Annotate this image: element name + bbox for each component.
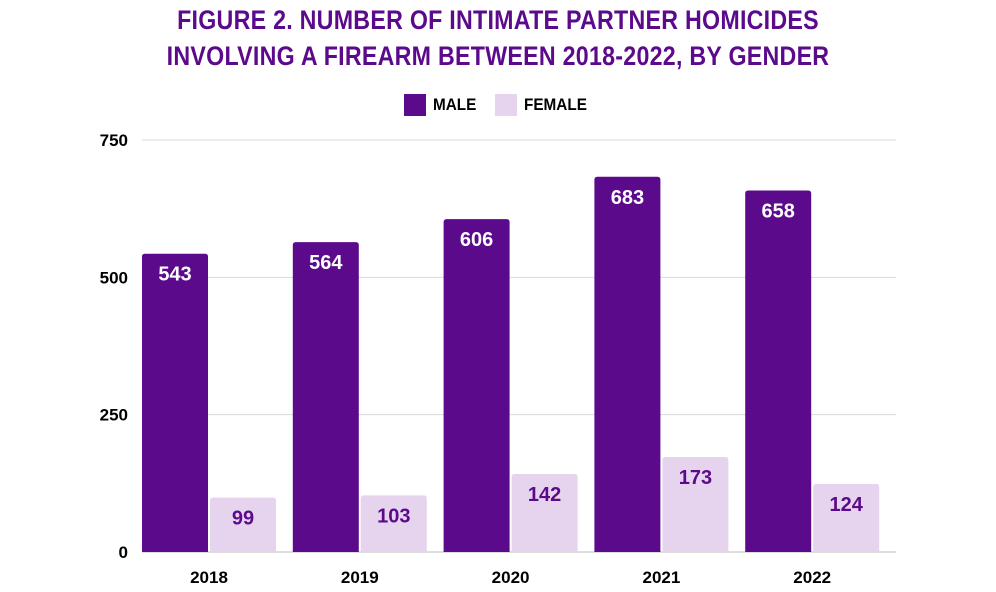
bar-female-2019 bbox=[360, 495, 427, 552]
bar-male-2021 bbox=[594, 176, 661, 552]
legend-swatch-male bbox=[404, 94, 426, 116]
data-label-female-2022: 124 bbox=[830, 494, 864, 516]
y-tick-label-750: 750 bbox=[100, 131, 128, 150]
data-label-male-2018: 543 bbox=[158, 264, 191, 286]
bar-male-2022 bbox=[745, 190, 812, 552]
legend-item-female: FEMALE bbox=[495, 92, 594, 118]
legend-label-male: MALE bbox=[433, 95, 477, 114]
bar-female-2018 bbox=[210, 497, 276, 552]
bar-male-2020 bbox=[443, 219, 510, 552]
data-label-male-2022: 658 bbox=[762, 201, 795, 223]
legend-label-female: FEMALE bbox=[524, 95, 587, 114]
legend-item-male: MALE bbox=[404, 92, 481, 118]
x-tick-label-2018: 2018 bbox=[190, 568, 228, 587]
bar-male-2018 bbox=[142, 253, 208, 552]
bar-male-2019 bbox=[292, 242, 359, 552]
chart-title-line-1: FIGURE 2. NUMBER OF INTIMATE PARTNER HOM… bbox=[177, 5, 819, 35]
chart-title-line-2: INVOLVING A FIREARM BETWEEN 2018-2022, B… bbox=[166, 41, 830, 71]
y-tick-label-0: 0 bbox=[119, 543, 128, 562]
data-label-male-2021: 683 bbox=[611, 187, 644, 209]
y-tick-label-500: 500 bbox=[100, 268, 128, 287]
x-tick-label-2020: 2020 bbox=[492, 568, 530, 587]
legend-swatch-female bbox=[495, 94, 517, 116]
legend: MALE FEMALE bbox=[0, 92, 996, 118]
y-tick-label-250: 250 bbox=[100, 406, 128, 425]
data-label-male-2019: 564 bbox=[309, 252, 343, 274]
data-label-female-2020: 142 bbox=[528, 484, 561, 506]
bar-female-2020 bbox=[511, 473, 578, 552]
bar-female-2022 bbox=[813, 483, 880, 552]
data-label-male-2020: 606 bbox=[460, 229, 493, 251]
x-tick-label-2021: 2021 bbox=[642, 568, 680, 587]
data-label-female-2019: 103 bbox=[377, 505, 410, 527]
data-label-female-2018: 99 bbox=[232, 508, 254, 530]
x-tick-label-2019: 2019 bbox=[341, 568, 379, 587]
x-tick-label-2022: 2022 bbox=[793, 568, 831, 587]
bar-female-2021 bbox=[662, 456, 729, 552]
data-label-female-2021: 173 bbox=[679, 467, 712, 489]
